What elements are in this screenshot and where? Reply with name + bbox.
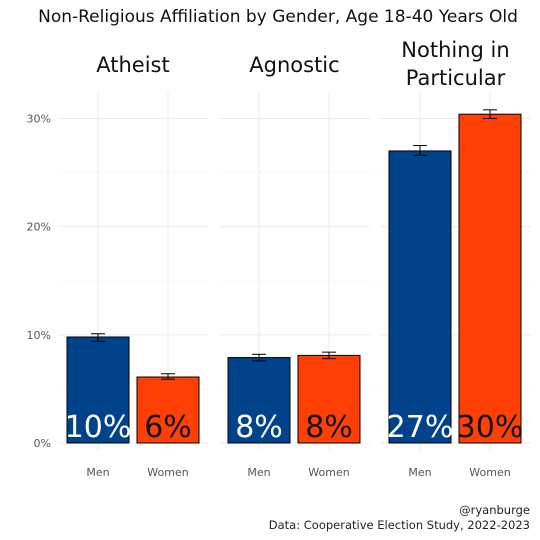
bar-women: [297, 354, 361, 444]
facet-label: Atheist: [96, 53, 169, 77]
x-tick-label: Women: [147, 466, 188, 479]
bar-men: [227, 357, 291, 444]
data-label: 8%: [235, 410, 283, 445]
y-tick-label: 30%: [27, 113, 51, 126]
x-tick-label: Women: [469, 466, 510, 479]
chart-title: Non-Religious Affiliation by Gender, Age…: [38, 7, 518, 27]
bar-women: [136, 376, 200, 444]
y-axis: 0% 10% 20% 30%: [27, 113, 51, 451]
x-tick-label: Men: [86, 466, 109, 479]
facet-label: Nothing in: [401, 38, 509, 62]
y-tick-label: 20%: [27, 221, 51, 234]
x-tick-label: Women: [308, 466, 349, 479]
x-tick-label: Men: [408, 466, 431, 479]
data-label: 30%: [457, 410, 524, 445]
facet-agnostic: Agnostic 8% Men 8% Women: [227, 53, 361, 479]
bar-men: [388, 150, 452, 444]
y-tick-label: 0%: [34, 437, 51, 450]
data-label: 27%: [387, 410, 454, 445]
caption-credit: @ryanburge: [459, 503, 530, 517]
caption-source: Data: Cooperative Election Study, 2022-2…: [269, 518, 530, 532]
bar-men: [66, 336, 130, 444]
data-label: 10%: [65, 410, 132, 445]
y-tick-label: 10%: [27, 329, 51, 342]
x-tick-label: Men: [247, 466, 270, 479]
bar-women: [458, 113, 522, 444]
facet-atheist: Atheist 10% Men 6% Women: [65, 53, 200, 479]
facet-label: Agnostic: [249, 53, 339, 77]
facet-label: Particular: [406, 66, 506, 90]
data-label: 6%: [144, 410, 192, 445]
data-label: 8%: [305, 410, 353, 445]
facet-nothing-in-particular: Nothing in Particular 27% Men 30% Women: [387, 38, 524, 479]
facets: Atheist 10% Men 6% Women Agnostic 8% Men 8% Women…: [65, 38, 524, 479]
